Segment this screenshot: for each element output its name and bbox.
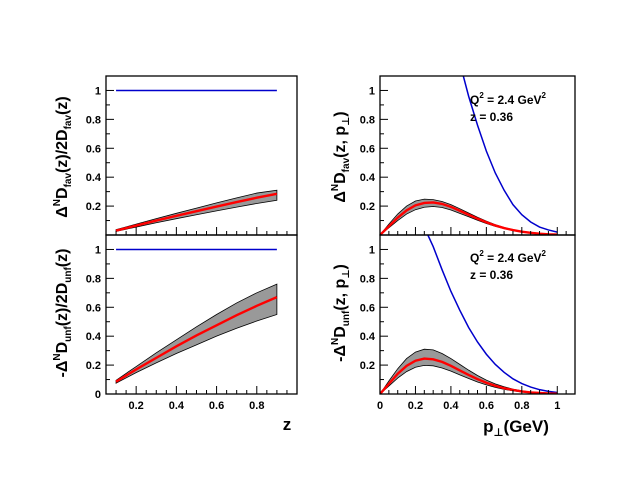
xtick-label-unf-pt: 0.4: [443, 400, 459, 412]
ytick-label-unf-pt: 1: [369, 244, 375, 256]
positivity-bound-unf-pt: [427, 235, 558, 394]
annotation-q2-unf: Q2 = 2.4 GeV2: [470, 249, 547, 265]
ylabel-unf-z: -ΔNDunf(z)/2Dunf(z): [52, 249, 74, 378]
xtick-label-unf-pt: 1: [554, 400, 560, 412]
ytick-label-fav-z: 0.2: [86, 201, 101, 213]
ytick-label-unf-z: 0.4: [86, 331, 102, 343]
xtick-label-unf-pt: 0: [377, 400, 383, 412]
xtick-label-unf-pt: 0.8: [514, 400, 529, 412]
annotation-z-unf: z = 0.36: [470, 268, 513, 282]
central-curve-unf-z: [115, 296, 278, 383]
ytick-label-fav-pt: 0.6: [360, 143, 375, 155]
panel-unf-vs-z: 0 0.2 0.4 0.6 0.8 1 0.2 0.4 0.6 0.8: [86, 234, 298, 412]
annotation-z-fav: z = 0.36: [470, 110, 513, 124]
xtick-label-unf-z: 0.2: [129, 400, 144, 412]
ytick-label-fav-z: 0.8: [86, 114, 101, 126]
xtick-label-unf-z: 0.8: [249, 400, 264, 412]
ytick-label-unf-z: 0.8: [86, 273, 101, 285]
ytick-label-unf-z: 0: [95, 389, 101, 401]
ytick-label-unf-pt: 0.2: [360, 360, 375, 372]
ylabel-fav-z: ΔNDfav(z)/2Dfav(z): [52, 96, 74, 217]
ytick-label-fav-pt: 1: [369, 85, 375, 97]
central-curve-fav-z: [115, 192, 278, 232]
ylabel-fav-pt: ΔNDfav(z, p⊥): [330, 111, 352, 202]
central-curve-fav-pt: [380, 201, 558, 235]
ylabel-unf-pt: -ΔNDunf(z, p⊥): [330, 264, 352, 362]
ytick-label-fav-z: 0.4: [86, 172, 102, 184]
xtick-label-unf-z: 0.4: [169, 400, 185, 412]
plot-area-unf-z: [115, 248, 278, 384]
ytick-label-fav-z: 1: [95, 85, 101, 97]
xlabel-z: z: [283, 415, 292, 434]
panel-unf-vs-pt: 0.2 0.4 0.6 0.8 1 0 0.2 0.4 0.6 0.8 1: [360, 234, 576, 412]
ytick-label-unf-pt: 0.6: [360, 302, 375, 314]
plot-area-fav-z: [115, 89, 278, 232]
frame-unf-z: [105, 234, 298, 395]
ytick-label-fav-pt: 0.4: [360, 172, 376, 184]
central-curve-unf-pt: [380, 357, 558, 394]
xtick-label-unf-pt: 0.6: [479, 400, 494, 412]
ytick-label-unf-z: 0.2: [86, 360, 101, 372]
xtick-label-unf-z: 0.6: [209, 400, 224, 412]
ytick-label-unf-pt: 0.8: [360, 273, 375, 285]
ytick-label-fav-z: 0.6: [86, 143, 101, 155]
positivity-bound-fav-pt: [462, 76, 558, 233]
xtick-label-unf-pt: 0.2: [408, 400, 423, 412]
ytick-label-fav-pt: 0.2: [360, 201, 375, 213]
xlabel-pt: p⊥(GeV): [483, 417, 549, 439]
ytick-label-unf-z: 0.6: [86, 302, 101, 314]
annotation-q2-fav: Q2 = 2.4 GeV2: [470, 91, 547, 107]
ytick-label-fav-pt: 0.8: [360, 114, 375, 126]
ytick-label-unf-pt: 0.4: [360, 331, 376, 343]
ytick-label-unf-z: 1: [95, 244, 101, 256]
